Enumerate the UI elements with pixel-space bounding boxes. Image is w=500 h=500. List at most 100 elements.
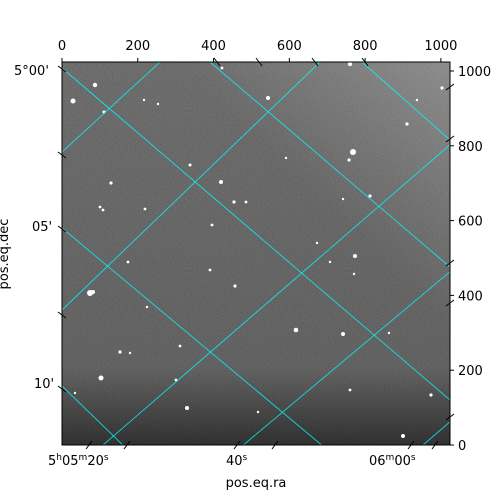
- x-axis-title: pos.eq.ra: [226, 476, 287, 491]
- right-tick-label: 0: [458, 439, 466, 454]
- world-tick-mark: [271, 440, 279, 450]
- world-tick-mark: [431, 440, 439, 450]
- star: [109, 181, 113, 185]
- star: [210, 223, 214, 227]
- world-tick-mark: [445, 259, 455, 267]
- world-tick-mark: [233, 440, 241, 450]
- top-tick-label: 1000: [424, 39, 457, 54]
- star: [429, 393, 433, 397]
- star-field: [70, 62, 444, 438]
- star: [353, 254, 357, 258]
- y-axis-title: pos.eq.dec: [0, 219, 12, 290]
- dec-tick-label-2: 10': [34, 377, 54, 392]
- star: [118, 350, 122, 354]
- star: [315, 241, 319, 245]
- star: [244, 200, 248, 204]
- star: [126, 260, 130, 264]
- right-tick-label: 200: [458, 364, 483, 379]
- star: [405, 122, 409, 126]
- star: [341, 332, 345, 336]
- world-tick-mark: [123, 440, 131, 450]
- image-frame: [61, 61, 451, 446]
- dec-tick-label-1: 05': [32, 220, 52, 235]
- world-tick-mark: [311, 57, 319, 67]
- ra-tick-label-0: 5h05m20s: [48, 453, 109, 469]
- star: [101, 208, 105, 212]
- right-tick-label: 600: [458, 215, 483, 230]
- star: [350, 149, 356, 155]
- star: [233, 284, 237, 288]
- coordinate-grid: [62, 62, 450, 445]
- star: [70, 98, 76, 104]
- star: [232, 200, 236, 204]
- grid-line: [62, 385, 124, 445]
- world-tick-mark: [361, 57, 369, 67]
- star: [73, 391, 77, 395]
- grid-line: [62, 62, 161, 153]
- grid-line: [62, 67, 450, 401]
- star: [185, 406, 189, 410]
- star: [98, 375, 104, 381]
- world-tick-mark: [57, 311, 67, 319]
- star: [145, 305, 149, 309]
- world-tick-mark: [85, 440, 93, 450]
- grid-line: [422, 421, 450, 445]
- world-tick-mark: [445, 83, 455, 91]
- star: [256, 410, 260, 414]
- world-tick-marks: [57, 57, 455, 450]
- star: [188, 163, 192, 167]
- star: [347, 158, 351, 162]
- star: [156, 102, 160, 106]
- grid-line: [62, 62, 321, 311]
- world-tick-mark: [57, 151, 67, 159]
- dec-tick-label-0: 5°00': [14, 64, 49, 79]
- grid-line: [62, 227, 323, 445]
- world-tick-mark: [445, 135, 455, 143]
- star: [352, 272, 356, 276]
- grid-line: [361, 62, 450, 141]
- top-tick-label: 400: [201, 39, 226, 54]
- star: [219, 180, 223, 184]
- sky-image: [62, 62, 450, 445]
- star: [208, 268, 212, 272]
- star: [266, 96, 270, 100]
- grid-line: [102, 144, 450, 445]
- grid-line: [242, 271, 450, 445]
- world-tick-mark: [445, 413, 455, 421]
- star: [415, 98, 419, 102]
- star: [347, 62, 353, 67]
- right-tick-label: 1000: [458, 65, 491, 80]
- top-tick-label: 200: [125, 39, 150, 54]
- star: [348, 388, 352, 392]
- star: [387, 331, 391, 335]
- top-pixel-axis: 0 200 400 600 800 1000: [58, 39, 457, 62]
- star: [143, 207, 147, 211]
- right-tick-label: 800: [458, 140, 483, 155]
- star: [401, 434, 405, 438]
- world-tick-mark: [445, 299, 455, 307]
- world-tick-mark: [255, 57, 263, 67]
- star: [91, 290, 95, 294]
- star: [92, 82, 98, 88]
- right-pixel-axis: 0 200 400 600 800 1000: [450, 65, 491, 454]
- star: [220, 66, 224, 70]
- top-tick-label: 600: [277, 39, 302, 54]
- grid-line: [209, 62, 450, 268]
- star: [142, 98, 146, 102]
- right-tick-label: 400: [458, 289, 483, 304]
- star: [98, 205, 102, 209]
- star: [440, 86, 444, 90]
- world-tick-mark: [57, 225, 67, 233]
- star: [368, 194, 372, 198]
- world-tick-mark: [57, 65, 67, 73]
- world-tick-mark: [407, 440, 415, 450]
- world-tick-mark: [57, 385, 67, 393]
- star: [128, 351, 132, 355]
- ra-tick-label-1: 40s: [226, 453, 248, 469]
- star: [284, 156, 288, 160]
- top-tick-label: 800: [353, 39, 378, 54]
- world-tick-mark: [213, 57, 221, 67]
- star: [328, 260, 332, 264]
- star: [178, 344, 182, 348]
